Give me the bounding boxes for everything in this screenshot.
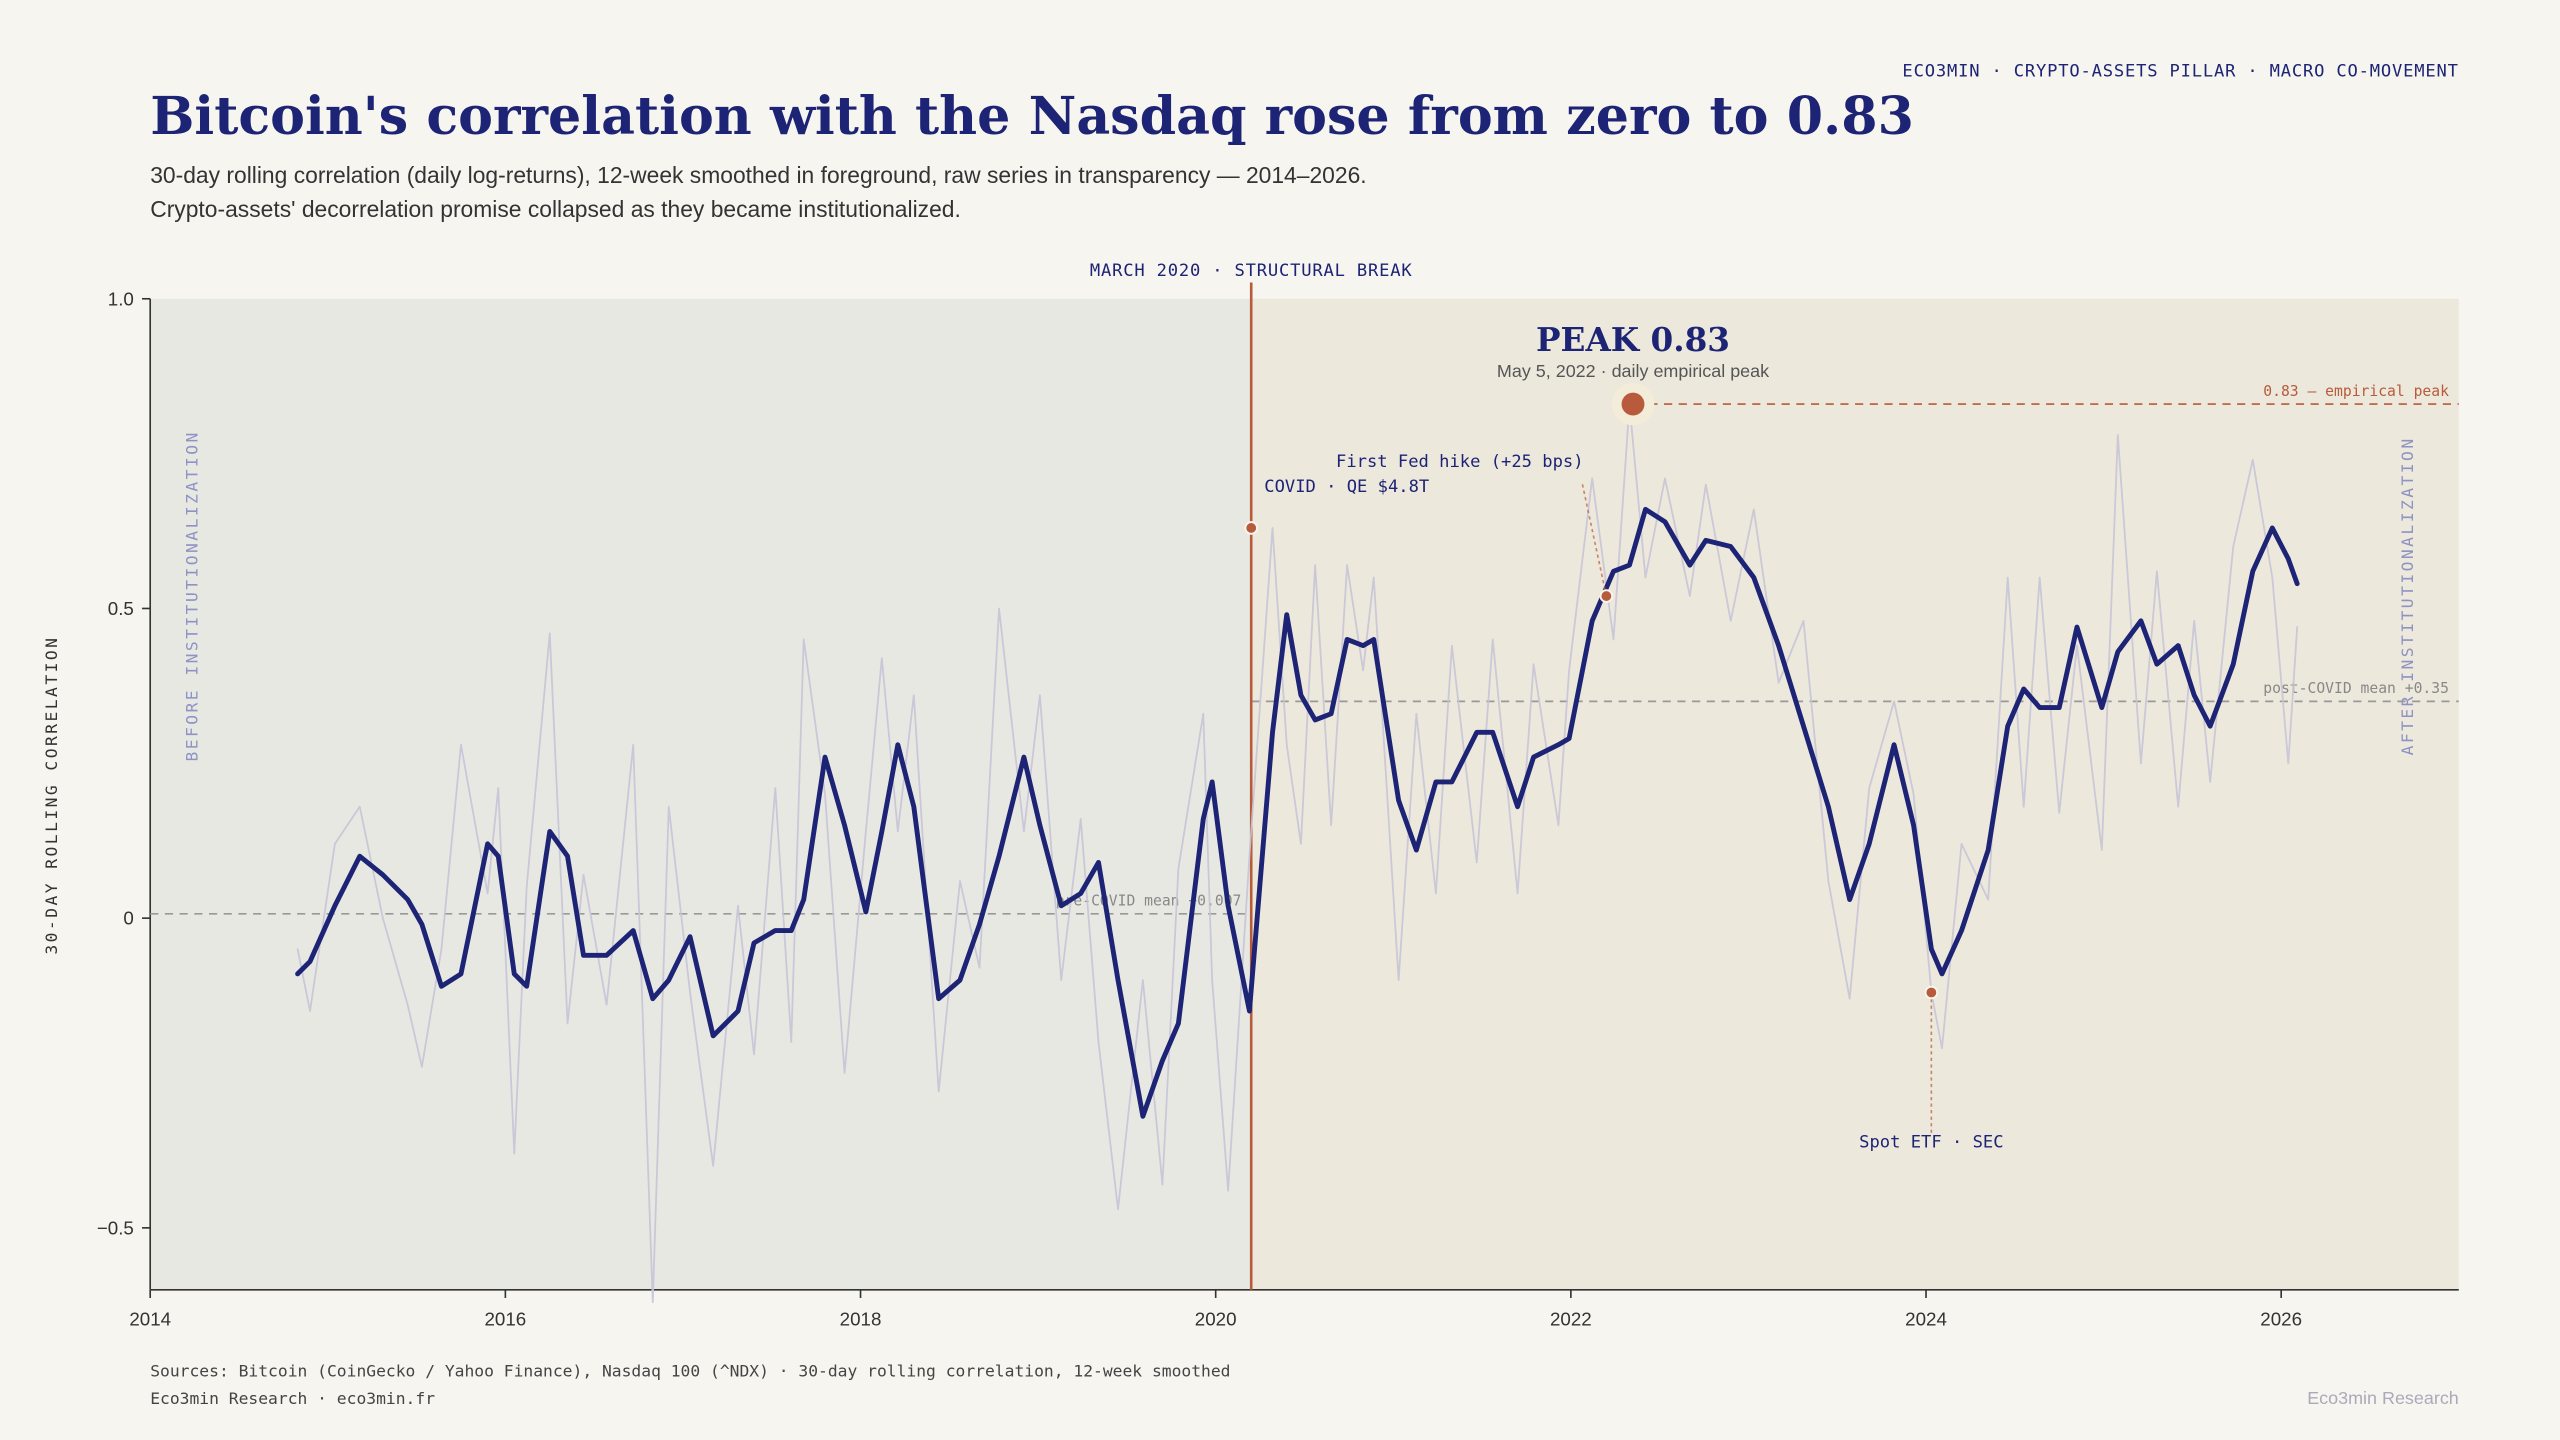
- break-label: MARCH 2020 · STRUCTURAL BREAK: [1090, 261, 1413, 281]
- footer-brand: Eco3min Research: [2307, 1388, 2459, 1408]
- event-label: Spot ETF · SEC: [1859, 1133, 2003, 1153]
- y-tick-label: −0.5: [97, 1217, 134, 1238]
- credit: Eco3min Research · eco3min.fr: [150, 1389, 435, 1408]
- reference-label: post-COVID mean +0.35: [2263, 680, 2449, 697]
- y-axis-label: 30-DAY ROLLING CORRELATION: [42, 636, 61, 955]
- y-tick-label: 0.5: [108, 598, 134, 619]
- brand: ECO3MIN · CRYPTO-ASSETS PILLAR · MACRO C…: [1902, 62, 2458, 82]
- x-tick-label: 2026: [2260, 1309, 2302, 1330]
- title: Bitcoin's correlation with the Nasdaq ro…: [150, 86, 1914, 147]
- smoothed-line: [295, 506, 2300, 1119]
- x-tick-label: 2014: [129, 1309, 171, 1330]
- subtitle: 30-day rolling correlation (daily log-re…: [150, 162, 1366, 188]
- subtitle: Crypto-assets' decorrelation promise col…: [150, 196, 961, 222]
- event-label: COVID · QE $4.8T: [1264, 477, 1429, 497]
- event-label: First Fed hike (+25 bps): [1336, 452, 1583, 472]
- y-tick-label: 1.0: [108, 288, 134, 309]
- sources: Sources: Bitcoin (CoinGecko / Yahoo Fina…: [150, 1361, 1230, 1380]
- peak-note: May 5, 2022 · daily empirical peak: [1497, 361, 1769, 381]
- region-label: BEFORE INSTITUTIONALIZATION: [183, 430, 202, 761]
- x-tick-label: 2020: [1195, 1309, 1237, 1330]
- reference-label: 0.83 — empirical peak: [2263, 383, 2449, 400]
- event-marker: [1244, 521, 1259, 535]
- x-tick-label: 2024: [1905, 1309, 1947, 1330]
- reference-label: pre-COVID mean +0.007: [1056, 893, 1242, 910]
- y-tick-label: 0: [123, 908, 133, 929]
- peak-marker: [1621, 392, 1645, 416]
- x-tick-label: 2022: [1550, 1309, 1592, 1330]
- x-tick-label: 2016: [484, 1309, 526, 1330]
- peak-label: PEAK 0.83: [1536, 320, 1730, 359]
- plot: BEFORE INSTITUTIONALIZATION AFTER INSTITU…: [42, 261, 2459, 1330]
- x-tick-label: 2018: [840, 1309, 882, 1330]
- region-label: AFTER INSTITUTIONALIZATION: [2398, 436, 2417, 755]
- region: [1251, 298, 2459, 1290]
- event-marker: [1599, 589, 1614, 603]
- event-marker: [1924, 985, 1939, 1000]
- region: [150, 298, 1252, 1290]
